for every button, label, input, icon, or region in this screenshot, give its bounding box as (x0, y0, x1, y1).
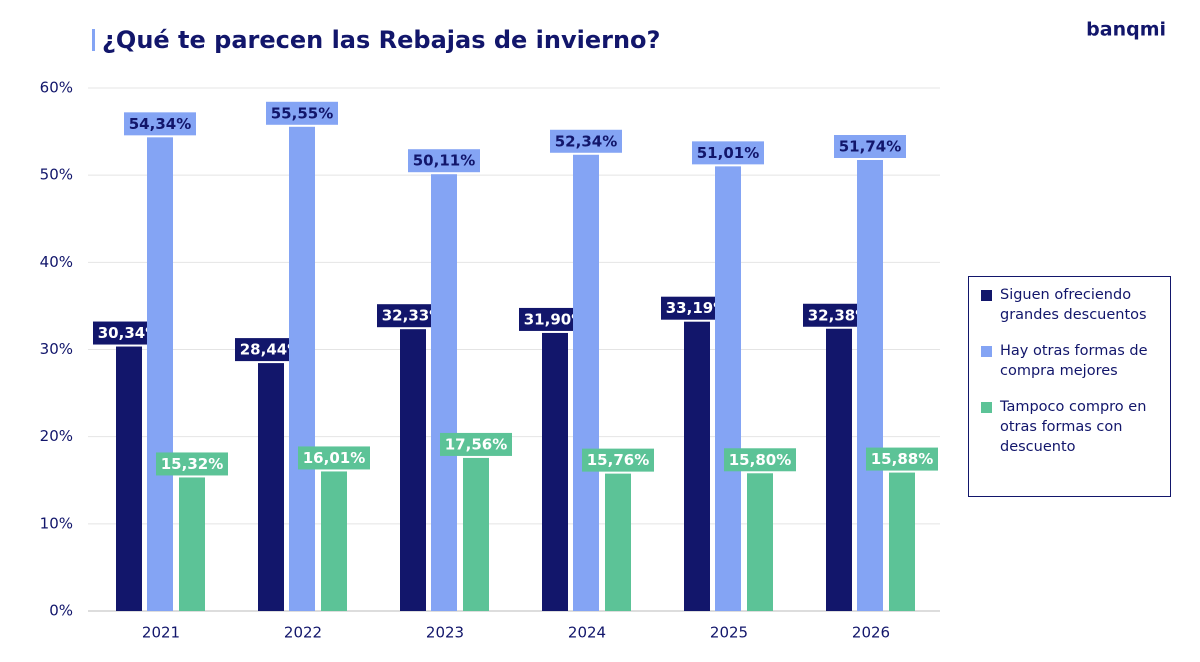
x-tick-label: 2021 (142, 624, 180, 642)
value-label-box (834, 134, 906, 158)
legend-swatch (981, 346, 992, 357)
value-label: 32,38% (808, 306, 870, 324)
legend-swatch (981, 402, 992, 413)
y-tick-label: 10% (40, 514, 73, 532)
bar (431, 174, 457, 612)
value-label: 32,33% (382, 307, 444, 325)
bar (321, 471, 347, 611)
value-label: 33,19% (666, 299, 728, 317)
x-tick-label: 2025 (710, 624, 748, 642)
value-label: 15,88% (871, 450, 933, 468)
x-tick-label: 2022 (284, 624, 322, 642)
bar (605, 473, 631, 611)
value-label: 17,56% (445, 435, 507, 453)
legend: Siguen ofreciendo grandes descuentos Hay … (968, 276, 1171, 497)
y-tick-label: 20% (40, 427, 73, 445)
value-label: 28,44% (240, 341, 302, 359)
bar (747, 473, 773, 611)
legend-label: Hay otras formas de compra mejores (1000, 343, 1148, 379)
value-label: 55,55% (271, 104, 333, 122)
value-label-box (298, 446, 370, 470)
value-label: 52,34% (555, 132, 617, 150)
y-tick-label: 40% (40, 253, 73, 271)
bar (542, 332, 568, 611)
logo: banqmi (1086, 19, 1166, 41)
legend-item: Tampoco compro en otras formas con descu… (981, 397, 1160, 457)
bar (258, 363, 284, 611)
bar (147, 137, 173, 611)
bar (826, 328, 852, 611)
value-label-box (866, 447, 938, 471)
value-label-box (408, 149, 480, 173)
value-label: 51,01% (697, 144, 759, 162)
value-label-box (124, 112, 196, 136)
legend-label: Tampoco compro en otras formas con descu… (1000, 399, 1147, 455)
y-tick-label: 30% (40, 340, 73, 358)
value-label: 16,01% (303, 449, 365, 467)
legend-swatch (981, 290, 992, 301)
bar (715, 166, 741, 611)
y-tick-label: 60% (40, 79, 73, 97)
value-label: 15,32% (161, 455, 223, 473)
bar (573, 154, 599, 612)
legend-label: Siguen ofreciendo grandes descuentos (1000, 287, 1147, 323)
bar (684, 321, 710, 611)
value-label-box (440, 432, 512, 456)
value-label: 30,34% (98, 324, 160, 342)
title-accent (92, 29, 95, 51)
bar (463, 457, 489, 611)
bar (289, 126, 315, 611)
x-tick-label: 2026 (852, 624, 890, 642)
bar (179, 477, 205, 611)
bar (400, 329, 426, 611)
value-label: 51,74% (839, 137, 901, 155)
y-tick-label: 50% (40, 166, 73, 184)
value-label-box (692, 141, 764, 165)
value-label: 31,90% (524, 310, 586, 328)
value-label: 15,76% (587, 451, 649, 469)
value-label-box (266, 101, 338, 125)
value-label: 54,34% (129, 115, 191, 133)
chart-title: ¿Qué te parecen las Rebajas de invierno? (102, 26, 660, 54)
value-label: 15,80% (729, 451, 791, 469)
bar (116, 346, 142, 611)
bar (857, 159, 883, 611)
legend-item: Hay otras formas de compra mejores (981, 341, 1160, 381)
value-label-box (550, 129, 622, 153)
x-tick-label: 2023 (426, 624, 464, 642)
legend-item: Siguen ofreciendo grandes descuentos (981, 285, 1160, 325)
value-label: 50,11% (413, 152, 475, 170)
value-label-box (724, 448, 796, 472)
value-label-box (582, 448, 654, 472)
bar (889, 472, 915, 611)
y-tick-label: 0% (49, 602, 73, 620)
value-label-box (156, 452, 228, 476)
x-tick-label: 2024 (568, 624, 606, 642)
